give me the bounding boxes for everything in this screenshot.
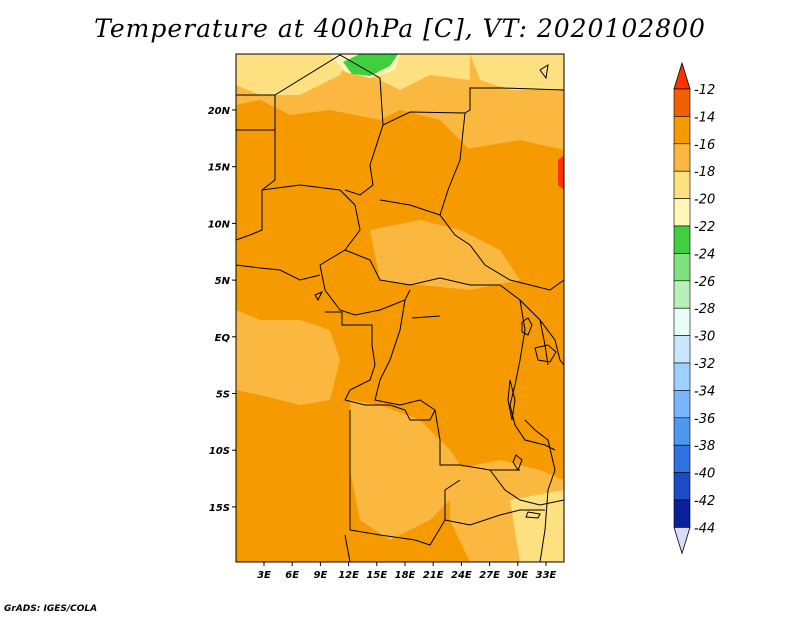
- field-north-yellow-west: [236, 54, 350, 95]
- colorbar-label: -30: [694, 330, 715, 345]
- lat-label: 15N: [208, 163, 231, 174]
- field-central-light: [370, 220, 520, 290]
- colorbar-label: -40: [694, 467, 715, 482]
- colorbar-label: -36: [694, 412, 715, 427]
- latitude-axis: 20N 15N 10N 5N EQ 5S 10S 15S: [208, 106, 236, 514]
- colorbar-swatch: [673, 170, 691, 199]
- field-angola-dark: [236, 420, 330, 540]
- lon-label: 21E: [423, 570, 444, 581]
- colorbar: -12 -14 -16 -18 -20 -22 -24 -26 -28 -30 -32 -34 -36 -…: [673, 61, 715, 555]
- field-south-light: [350, 400, 470, 540]
- field-gabon-light: [236, 310, 340, 405]
- lat-label: 15S: [209, 503, 230, 514]
- colorbar-swatch: [673, 417, 691, 446]
- lat-label: 10S: [209, 446, 230, 457]
- colorbar-swatch: [673, 116, 691, 145]
- colorbar-label: -24: [694, 247, 715, 262]
- field-red-spot: [558, 155, 564, 190]
- field-sahel-west: [236, 145, 380, 250]
- colorbar-label: -38: [694, 439, 715, 454]
- field-green-patch: [343, 54, 398, 76]
- colorbar-label: -32: [694, 357, 715, 372]
- colorbar-swatch: [673, 143, 691, 172]
- colorbar-swatch: [673, 499, 691, 528]
- colorbar-swatch: [673, 198, 691, 227]
- colorbar-swatch: [673, 307, 691, 336]
- colorbar-label: -16: [694, 138, 715, 153]
- map-frame: [235, 53, 565, 563]
- colorbar-swatch: [673, 362, 691, 391]
- lakes: [314, 63, 557, 519]
- field-se-yellow: [510, 490, 564, 562]
- chart-title: Temperature at 400hPa [C], VT: 202010280…: [94, 14, 706, 43]
- lat-label: EQ: [215, 333, 231, 344]
- colorbar-label: -20: [694, 193, 715, 208]
- lat-label: 5S: [216, 390, 230, 401]
- colorbar-label: -12: [694, 83, 715, 98]
- longitude-axis: 3E 6E 9E 12E 15E 18E 21E 24E 27E 30E 33E: [257, 562, 557, 581]
- colorbar-label: -26: [694, 275, 715, 290]
- colorbar-swatch: [673, 444, 691, 473]
- lon-label: 9E: [314, 570, 328, 581]
- lon-label: 6E: [285, 570, 299, 581]
- colorbar-arrow-bottom: [673, 527, 691, 555]
- lat-label: 20N: [208, 106, 231, 117]
- colorbar-arrow-top: [673, 61, 691, 90]
- colorbar-label: -14: [694, 110, 715, 125]
- field-north-yellow-east: [470, 54, 564, 90]
- lat-label: 5N: [215, 276, 231, 287]
- lon-label: 15E: [366, 570, 387, 581]
- colorbar-label: -28: [694, 302, 715, 317]
- lon-label: 3E: [257, 570, 271, 581]
- colorbar-swatch: [673, 280, 691, 309]
- lat-label: 10N: [208, 219, 231, 230]
- lon-label: 33E: [536, 570, 557, 581]
- lon-label: 24E: [451, 570, 472, 581]
- colorbar-label: -22: [694, 220, 715, 235]
- colorbar-label: -34: [694, 384, 715, 399]
- lon-label: 27E: [479, 570, 500, 581]
- colorbar-swatch: [673, 225, 691, 254]
- colorbar-label: -44: [694, 521, 715, 536]
- lon-label: 18E: [395, 570, 416, 581]
- colorbar-swatch: [673, 390, 691, 419]
- colorbar-swatch: [673, 88, 691, 117]
- country-borders: [236, 54, 564, 562]
- colorbar-label: -42: [694, 494, 715, 509]
- lon-label: 30E: [507, 570, 528, 581]
- lon-label: 12E: [338, 570, 359, 581]
- colorbar-swatch: [673, 253, 691, 282]
- temperature-field: [236, 54, 564, 562]
- colorbar-label: -18: [694, 165, 715, 180]
- colorbar-swatch: [673, 335, 691, 364]
- footer-credit: GrADS: IGES/COLA: [4, 604, 98, 614]
- field-chad: [385, 120, 450, 185]
- colorbar-swatch: [673, 472, 691, 501]
